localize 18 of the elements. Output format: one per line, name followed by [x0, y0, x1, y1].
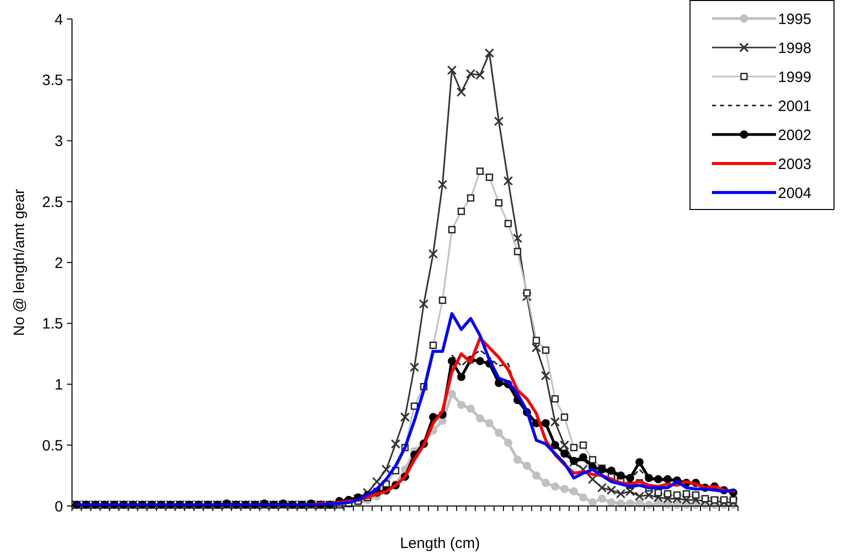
legend-label: 2002	[778, 126, 812, 144]
y-axis-title: No @ length/amt gear	[11, 189, 28, 336]
legend-label: 1998	[778, 40, 812, 57]
legend-label: 2003	[778, 156, 812, 173]
y-tick-label: 4	[54, 11, 63, 28]
legend-label: 1995	[778, 10, 812, 28]
y-tick-label: 3	[54, 133, 63, 150]
x-axis-title: Length (cm)	[400, 535, 480, 552]
y-tick-label: 1	[54, 376, 63, 394]
legend-label: 2001	[778, 98, 812, 115]
y-tick-label: 3.5	[42, 72, 63, 90]
y-tick-label: 2	[54, 254, 63, 272]
legend-label: 1999	[778, 68, 812, 86]
y-tick-label: 2.5	[42, 194, 63, 211]
y-tick-label: 0.5	[42, 437, 63, 454]
legend-label: 2004	[778, 184, 812, 202]
y-tick-label: 0	[54, 498, 63, 516]
y-tick-label: 1.5	[42, 316, 63, 333]
